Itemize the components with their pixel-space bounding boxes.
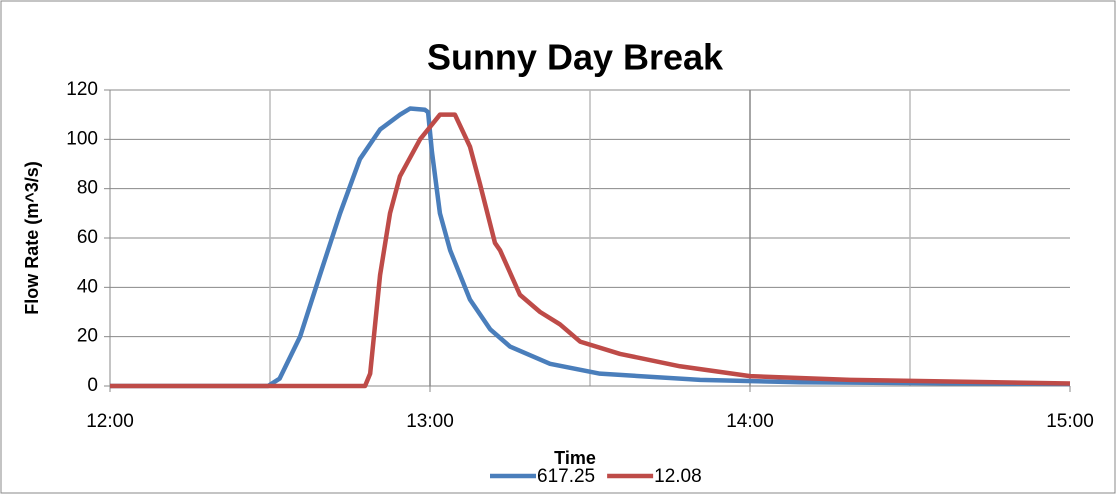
x-tick-label: 12:00 [86,411,134,432]
x-tick-label: 15:00 [1046,411,1094,432]
y-axis-label: Flow Rate (m^3/s) [22,161,42,315]
x-tick-label: 13:00 [406,411,454,432]
y-tick-label: 0 [87,375,98,396]
legend-label: 617.25 [537,466,595,487]
y-tick-label: 100 [66,128,98,149]
y-tick-label: 20 [77,326,98,347]
x-tick-label: 14:00 [726,411,774,432]
line-series [110,106,1071,389]
line-series [110,112,1071,389]
y-tick-label: 80 [77,178,98,199]
y-tick-label: 60 [77,227,98,248]
y-tick-label: 40 [77,276,98,297]
y-tick-label: 120 [66,79,98,100]
legend-label: 12.08 [654,466,702,487]
x-axis-label: Time [554,448,596,468]
chart-title: Sunny Day Break [427,37,724,78]
